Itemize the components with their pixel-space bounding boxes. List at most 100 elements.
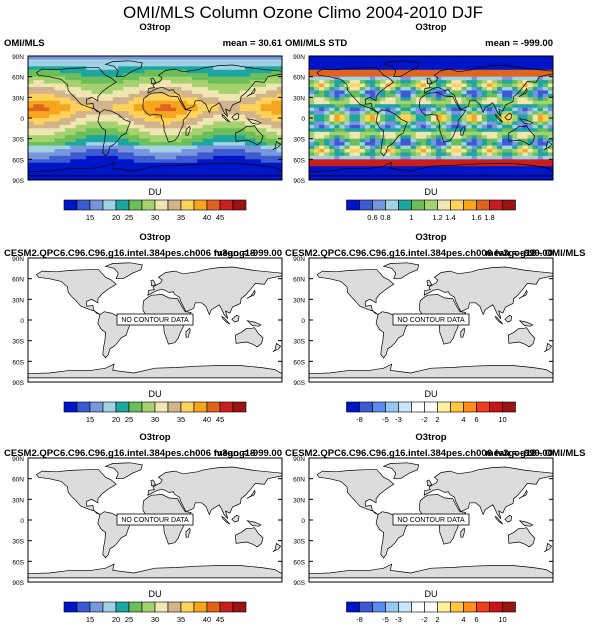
field-cell [65,107,71,112]
continent-antarctica [28,563,282,579]
field-cell [276,152,282,157]
field-cell [192,176,198,180]
field-cell [507,69,513,74]
field-cell [197,169,204,174]
field-cell [492,142,498,147]
field-cell [425,138,432,143]
field-cell [329,97,335,102]
field-cell [385,80,391,85]
field-cell [65,59,71,64]
field-cell [354,107,361,112]
field-cell [197,162,204,167]
field-cell [425,90,432,95]
field-cell [446,124,452,129]
field-cell [107,93,114,98]
field-cell [43,66,50,71]
field-cell [28,62,34,67]
field-cell [49,145,55,150]
field-cell [128,135,135,140]
field-cell [405,162,412,167]
field-cell [170,169,177,174]
field-cell [250,138,257,143]
continent-japan [246,489,256,499]
field-cell [218,59,225,64]
field-cell [170,173,177,178]
field-cell [244,159,251,164]
field-cell [223,93,230,98]
field-cell [466,149,473,153]
field-cell [70,145,77,150]
field-cell [223,166,230,171]
field-cell [38,107,45,112]
field-cell [364,173,371,178]
field-cell [202,59,209,64]
field-cell [229,93,235,98]
map-area [28,258,282,382]
continent-borneo [231,314,240,323]
field-cell [70,114,77,119]
field-cell [160,80,167,85]
field-cell [117,128,124,133]
field-cell [349,121,356,126]
field-cell [486,152,493,157]
field-cell [250,69,257,74]
field-cell [49,87,55,91]
field-cell [375,162,381,167]
field-cell [385,169,391,174]
field-cell [86,100,92,105]
field-cell [420,114,427,119]
field-cell [165,118,172,122]
field-cell [370,121,376,126]
field-cell [329,159,335,164]
field-cell [471,104,478,109]
field-cell [446,80,452,85]
field-cell [28,56,34,60]
field-cell [359,76,366,81]
field-cell [410,104,417,109]
field-cell [49,149,55,153]
field-cell [91,100,98,105]
field-cell [339,131,346,136]
field-cell [476,152,483,157]
field-cell [324,56,330,60]
field-cell [43,59,50,64]
field-cell [359,162,366,167]
field-cell [149,169,156,174]
field-cell [28,176,34,180]
field-cell [314,138,320,143]
field-cell [512,166,518,171]
field-cell [329,149,335,153]
field-cell [517,87,523,91]
field-cell [324,90,330,95]
field-cell [271,59,278,64]
field-cell [239,173,246,178]
colorbar-swatch [102,401,117,413]
field-cell [390,162,396,167]
field-cell [91,138,98,143]
field-cell [170,93,177,98]
field-cell [186,138,193,143]
field-cell [33,87,40,91]
field-cell [197,76,204,81]
field-cell [170,166,177,171]
field-cell [451,83,457,88]
continent-britain [426,77,433,85]
field-cell [133,80,140,85]
continent-australia [235,125,264,146]
field-cell [38,73,45,78]
field-cell [334,97,340,102]
field-cell [405,62,412,67]
field-cell [329,80,335,85]
field-cell [420,69,427,74]
field-cell [70,111,77,116]
field-cell [165,145,172,150]
field-cell [213,80,219,85]
field-cell [139,80,145,85]
field-cell [451,128,457,133]
field-cell [517,69,523,74]
field-cell [80,131,87,136]
field-cell [410,93,417,98]
field-cell [155,104,161,109]
colorbar-swatch [346,601,360,613]
field-cell [250,59,257,64]
